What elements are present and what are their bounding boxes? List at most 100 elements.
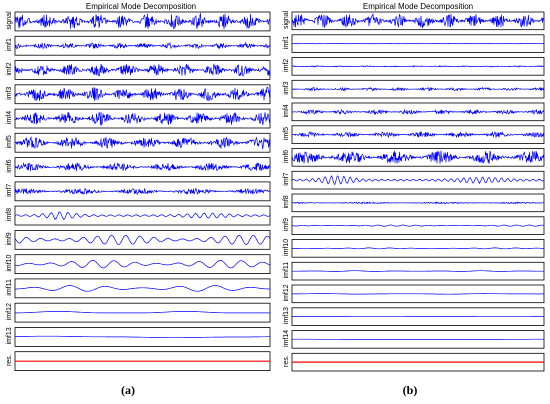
row-label: imf1: [6, 38, 13, 51]
series-line: [291, 65, 545, 68]
row-imf5: imf5: [6, 132, 271, 153]
row-imf9: imf9: [6, 229, 271, 250]
series-line: [291, 130, 545, 139]
row-imf7: imf7: [283, 170, 545, 190]
row-res: res.: [283, 352, 545, 372]
row-label: imf13: [283, 307, 290, 324]
row-imf12: imf12: [6, 302, 271, 323]
series-line: [14, 63, 271, 77]
row-imf10: imf10: [283, 239, 545, 258]
row-label: imf12: [6, 303, 13, 320]
row-imf13: imf13: [283, 307, 545, 326]
row-imf1: imf1: [6, 35, 271, 56]
series-line: [14, 211, 271, 220]
series-line: [14, 136, 271, 150]
series-line: [291, 150, 545, 164]
row-label: imf5: [283, 127, 290, 140]
row-imf8: imf8: [6, 205, 271, 226]
plot-box: [14, 254, 271, 274]
row-imf3: imf3: [283, 79, 545, 99]
row-label: imf10: [6, 254, 13, 271]
series-line: [15, 285, 270, 292]
row-label: imf3: [283, 81, 290, 94]
row-label: imf1: [283, 36, 290, 49]
row-label: imf8: [6, 208, 13, 221]
panel-a-title: Empirical Mode Decomposition: [86, 2, 196, 11]
row-res: res.: [6, 351, 271, 372]
row-label: imf6: [6, 159, 13, 172]
series-line: [15, 311, 270, 314]
row-imf8: imf8: [283, 193, 545, 213]
series-line: [14, 335, 270, 339]
plot-box: [14, 229, 271, 250]
row-imf10: imf10: [6, 254, 271, 274]
row-label: imf10: [283, 239, 290, 256]
series-line: [14, 234, 271, 245]
row-label: imf9: [283, 218, 290, 231]
row-label: imf6: [283, 150, 290, 163]
series-line: [14, 12, 271, 30]
row-label: imf5: [6, 135, 13, 148]
row-imf14: imf14: [283, 330, 545, 349]
row-label: signal: [283, 10, 290, 29]
row-label: imf13: [6, 327, 13, 344]
row-imf11: imf11: [283, 262, 545, 281]
row-label: res.: [6, 354, 13, 366]
row-label: imf9: [6, 232, 13, 245]
series-line: [14, 260, 271, 269]
series-line: [291, 175, 545, 186]
series-line: [292, 270, 544, 272]
plot-box: [14, 278, 271, 299]
panel-a-caption: (a): [121, 383, 135, 397]
series-line: [291, 13, 545, 29]
panel-b-rows: signal imf1 imf2 imf3 imf4 imf5 imf6 imf7 imf8 im…: [283, 10, 545, 372]
row-imf12: imf12: [283, 284, 545, 304]
row-imf7: imf7: [6, 181, 271, 202]
row-label: imf7: [6, 184, 13, 197]
row-imf4: imf4: [283, 102, 545, 122]
row-signal: signal: [6, 11, 271, 32]
row-signal: signal: [283, 10, 545, 31]
row-imf6: imf6: [283, 148, 545, 167]
row-imf2: imf2: [6, 60, 271, 80]
series-line: [14, 86, 271, 102]
panel-a-rows: signal imf1 imf2 imf3 imf4 imf5 imf6 imf7 imf8 im…: [6, 11, 271, 372]
row-label: imf2: [6, 62, 13, 75]
series-line: [292, 293, 544, 295]
series-line: [291, 108, 545, 116]
panel-a: Empirical Mode Decomposition signal imf1 i…: [6, 2, 271, 397]
row-imf4: imf4: [6, 108, 271, 129]
row-label: imf3: [6, 87, 13, 100]
row-imf6: imf6: [6, 157, 271, 177]
row-label: imf12: [283, 284, 290, 301]
row-label: imf4: [6, 111, 13, 124]
row-imf1: imf1: [283, 34, 545, 53]
row-label: imf7: [283, 172, 290, 185]
row-imf11: imf11: [6, 278, 271, 299]
row-label: imf14: [283, 330, 290, 347]
row-label: imf4: [283, 104, 290, 117]
row-label: res.: [283, 355, 290, 367]
row-imf2: imf2: [283, 57, 545, 76]
row-imf9: imf9: [283, 216, 545, 235]
row-label: signal: [6, 11, 13, 30]
panel-b-title: Empirical Mode Decomposition: [363, 2, 473, 11]
row-label: imf8: [283, 195, 290, 208]
row-imf5: imf5: [283, 125, 545, 144]
series-line: [14, 111, 271, 126]
panel-b: Empirical Mode Decomposition signal imf1 i…: [283, 2, 545, 397]
row-label: imf2: [283, 59, 290, 72]
series-line: [14, 41, 271, 50]
series-line: [14, 187, 271, 195]
row-imf3: imf3: [6, 84, 271, 105]
row-label: imf11: [283, 262, 290, 279]
series-line: [292, 247, 545, 250]
panel-b-caption: (b): [403, 383, 418, 397]
row-label: imf11: [6, 279, 13, 296]
series-line: [14, 161, 271, 172]
series-line: [291, 86, 545, 92]
row-imf13: imf13: [6, 327, 271, 347]
series-line: [291, 201, 544, 205]
series-line: [291, 224, 545, 227]
